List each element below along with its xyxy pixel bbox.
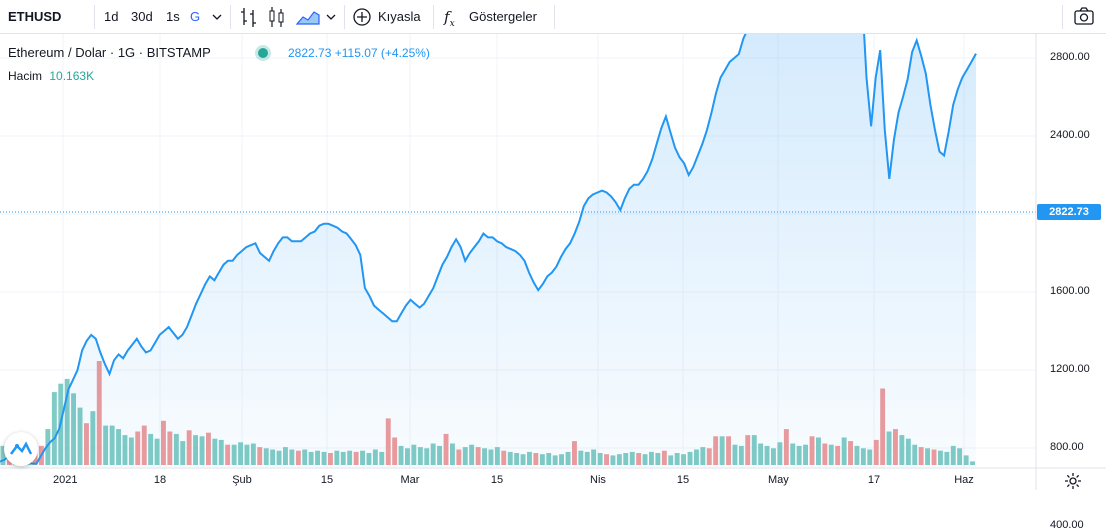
toolbar-divider	[554, 5, 555, 29]
price-line	[0, 34, 977, 465]
compare-button[interactable]: Kıyasla	[378, 9, 421, 24]
legend-values: 2822.73 +115.07 (+4.25%)	[288, 46, 430, 60]
time-axis-label: 2021	[53, 474, 78, 486]
price-axis-label: 2400.00	[1050, 129, 1090, 141]
price-axis-label: 1600.00	[1050, 285, 1090, 297]
legend-title: Ethereum / Dolar · 1G · BITSTAMP	[8, 45, 211, 60]
indicators-fx-icon[interactable]: fx	[444, 8, 455, 29]
volume-bar	[51, 392, 57, 465]
compare-plus-icon[interactable]	[352, 0, 372, 34]
time-axis-label: 15	[490, 474, 504, 486]
legend-price: 2822.73	[288, 46, 332, 60]
legend-change: +115.07 (+4.25%)	[334, 46, 430, 60]
market-status-icon	[258, 46, 268, 61]
time-axis-label: Nis	[590, 474, 606, 486]
bar-chart-icon[interactable]	[240, 0, 258, 34]
interval-1s[interactable]: 1s	[166, 9, 180, 24]
time-axis-label: Şub	[232, 474, 252, 486]
camera-icon[interactable]	[1073, 0, 1095, 34]
area-chart-icon[interactable]	[295, 0, 320, 34]
price-axis-label: 400.00	[1050, 519, 1084, 531]
time-axis-label: 18	[153, 474, 167, 486]
candles-icon[interactable]	[268, 0, 286, 34]
price-area	[0, 34, 976, 468]
price-chart[interactable]	[0, 34, 1106, 490]
interval-dropdown-chevron-icon[interactable]	[212, 0, 222, 34]
volume-value: 10.163K	[49, 69, 95, 83]
interval-g[interactable]: G	[190, 9, 201, 24]
time-axis-label: 15	[676, 474, 690, 486]
chart-toolbar: ETHUSD 1d 30d 1s G Kıyasla fx Göstergele…	[0, 0, 1106, 34]
time-axis-label: Haz	[954, 474, 974, 486]
toolbar-divider	[344, 5, 345, 29]
symbol-legend: Ethereum / Dolar · 1G · BITSTAMP	[8, 45, 211, 60]
toolbar-divider	[1062, 5, 1063, 29]
tradingview-logo-icon[interactable]	[4, 432, 38, 466]
toolbar-divider	[230, 5, 231, 29]
time-axis-label: May	[768, 474, 789, 486]
chart-type-chevron-icon[interactable]	[326, 0, 336, 34]
toolbar-divider	[433, 5, 434, 29]
toolbar-divider	[94, 5, 95, 29]
price-axis-label: 1200.00	[1050, 363, 1090, 375]
time-axis-label: 17	[867, 474, 881, 486]
interval-1d[interactable]: 1d	[104, 9, 119, 24]
volume-label: Hacim	[8, 69, 43, 83]
indicators-button[interactable]: Göstergeler	[469, 9, 537, 24]
volume-legend: Hacim 10.163K	[8, 69, 94, 83]
gear-icon[interactable]	[1064, 472, 1082, 495]
time-axis-label: 15	[320, 474, 334, 486]
current-price-tag: 2822.73	[1037, 204, 1101, 220]
volume-bar	[0, 445, 6, 465]
time-axis-label: Mar	[400, 474, 420, 486]
interval-30d[interactable]: 30d	[131, 9, 153, 24]
price-axis-label: 2800.00	[1050, 51, 1090, 63]
price-axis-label: 800.00	[1050, 441, 1084, 453]
symbol-search[interactable]: ETHUSD	[8, 9, 62, 24]
